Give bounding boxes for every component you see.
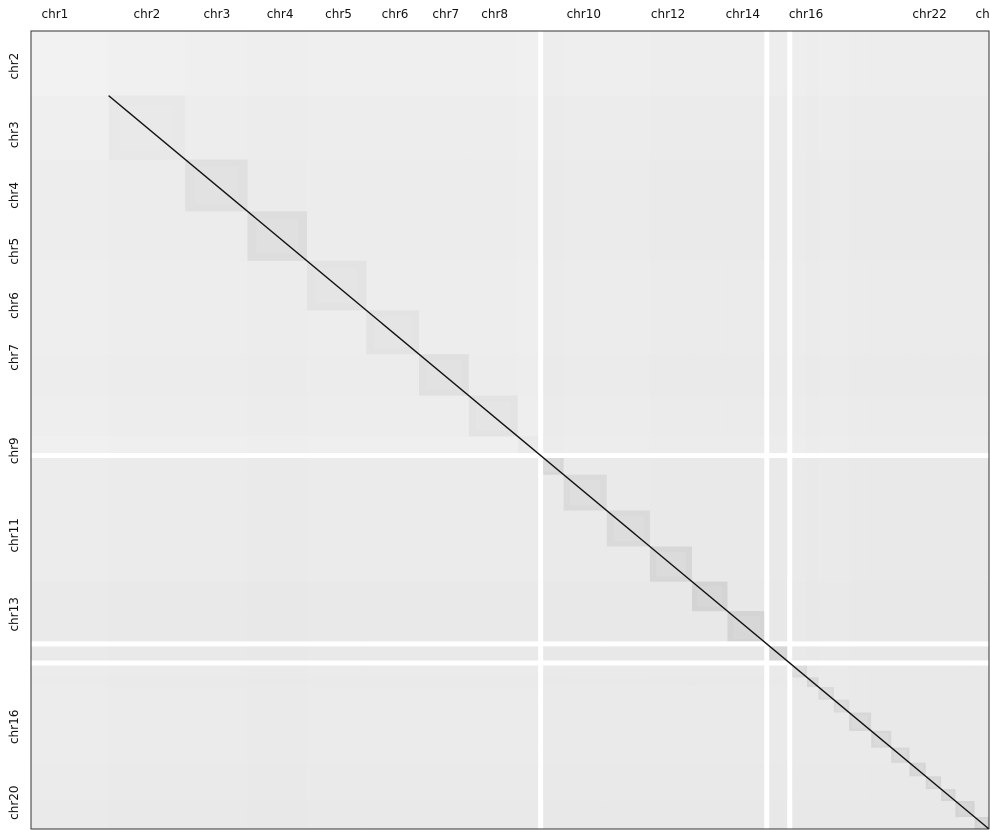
offdiag-row-band: [31, 455, 989, 475]
offdiag-row-band: [31, 762, 989, 777]
top-chromosome-label: chr7: [432, 7, 459, 21]
top-chromosome-label: chr3: [203, 7, 230, 21]
heatmap-gap-col: [764, 31, 770, 829]
top-chromosome-label: chr8: [481, 7, 508, 21]
left-chromosome-label: chr4: [7, 182, 21, 209]
offdiag-row-band: [31, 510, 989, 547]
offdiag-row-band: [31, 686, 989, 700]
offdiag-row-band: [31, 643, 989, 664]
offdiag-row-band: [31, 159, 989, 212]
heatmap-gap-row: [31, 453, 989, 459]
offdiag-col-band: [833, 31, 850, 829]
offdiag-row-band: [31, 611, 989, 644]
offdiag-col-band: [955, 31, 975, 829]
offdiag-row-band: [31, 581, 989, 612]
offdiag-row-band: [31, 211, 989, 261]
offdiag-row-band: [31, 354, 989, 396]
offdiag-row-band: [31, 817, 989, 829]
top-chromosome-label: chr10: [567, 7, 601, 21]
left-chromosome-label: chr9: [7, 437, 21, 464]
offdiag-row-band: [31, 801, 989, 818]
offdiag-row-band: [31, 663, 989, 678]
offdiag-col-band: [849, 31, 872, 829]
heatmap-gap-row: [31, 641, 989, 647]
heatmap-diagonal: [108, 95, 990, 830]
offdiag-row-band: [31, 712, 989, 731]
top-chromosome-label: chr22: [912, 7, 946, 21]
offdiag-col-band: [871, 31, 892, 829]
offdiag-row-band: [31, 310, 989, 355]
offdiag-col-band: [891, 31, 910, 829]
offdiag-row-band: [31, 730, 989, 748]
heatmap-gap-col: [787, 31, 793, 829]
offdiag-row-band: [31, 436, 989, 456]
offdiag-col-band: [818, 31, 834, 829]
left-chromosome-label: chr13: [7, 597, 21, 631]
offdiag-row-band: [31, 95, 989, 160]
offdiag-col-band: [909, 31, 926, 829]
offdiag-row-band: [31, 699, 989, 713]
top-chromosome-label: chr5: [325, 7, 352, 21]
top-chromosome-label: chr2: [134, 7, 161, 21]
offdiag-col-band: [925, 31, 942, 829]
top-chromosome-label: chr16: [789, 7, 823, 21]
top-chromosome-labels: chr1 chr2 chr3 chr4 chr5 chr6 chr7 chr8 chr10 chr…: [42, 7, 990, 21]
top-chromosome-label: chr4: [267, 7, 294, 21]
top-chromosome-label: chr14: [726, 7, 760, 21]
heatmap-frame: [30, 30, 990, 830]
offdiag-row-band: [31, 260, 989, 311]
heatmap-gap-col: [538, 31, 544, 829]
heatmap-unmapped-gaps: [31, 31, 989, 829]
left-chromosome-label: chr7: [7, 344, 21, 371]
offdiag-row-band: [31, 474, 989, 511]
left-chromosome-label: chr11: [7, 518, 21, 552]
top-chromosome-label: chr12: [651, 7, 685, 21]
top-chromosome-label: chr1: [42, 7, 69, 21]
heatmap-gap-row: [31, 660, 989, 666]
offdiag-col-band: [789, 31, 807, 829]
left-chromosome-label: chr5: [7, 238, 21, 265]
offdiag-col-band: [974, 31, 989, 829]
offdiag-row-band: [31, 776, 989, 790]
top-chromosome-label: chr6: [382, 7, 409, 21]
left-chromosome-label: chr6: [7, 292, 21, 319]
left-chromosome-label: chr3: [7, 121, 21, 148]
heatmap-plot-area: [30, 30, 990, 830]
left-chromosome-label: chr16: [7, 710, 21, 744]
offdiag-row-band: [31, 789, 989, 802]
left-chromosome-labels: chr2 chr3 chr4 chr5 chr6 chr7 chr9 chr11 chr13 ch…: [7, 53, 21, 820]
left-chromosome-label: chr2: [7, 53, 21, 80]
left-chromosome-label: chr20: [7, 785, 21, 819]
offdiag-col-band: [941, 31, 956, 829]
offdiag-col-band: [766, 31, 790, 829]
offdiag-row-band: [31, 677, 989, 687]
offdiag-col-band: [806, 31, 819, 829]
top-chromosome-label: chr`: [975, 7, 990, 21]
offdiag-row-band: [31, 546, 989, 582]
heatmap-offdiagonal-contacts: [31, 31, 989, 829]
offdiag-row-band: [31, 747, 989, 763]
